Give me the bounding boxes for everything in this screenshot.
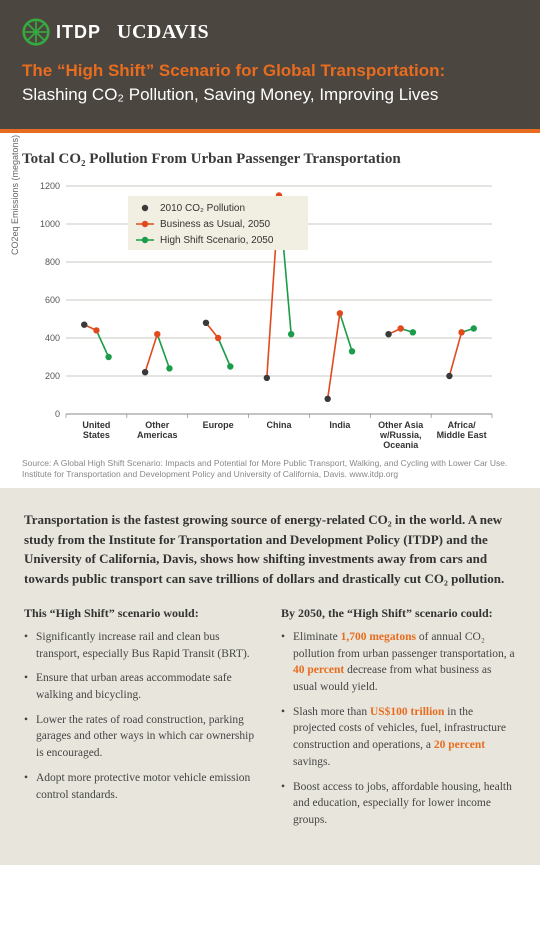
- chart-container: CO2eq Emissions (megatons) 0200400600800…: [22, 180, 518, 450]
- svg-text:2010 CO₂ Pollution: 2010 CO₂ Pollution: [160, 203, 245, 214]
- chart-source: Source: A Global High Shift Scenario: Im…: [22, 458, 518, 480]
- body-section: Transportation is the fastest growing so…: [0, 488, 540, 864]
- svg-text:Business as Usual, 2050: Business as Usual, 2050: [160, 219, 271, 230]
- list-item: Slash more than US$100 trillion in the p…: [281, 704, 516, 771]
- svg-text:200: 200: [45, 371, 60, 381]
- left-heading: This “High Shift” scenario would:: [24, 606, 259, 621]
- logo-row: ITDP UCDAVIS: [22, 18, 518, 46]
- list-item: Lower the rates of road construction, pa…: [24, 712, 259, 762]
- svg-text:600: 600: [45, 295, 60, 305]
- list-item: Eliminate 1,700 megatons of annual CO₂ p…: [281, 629, 516, 696]
- left-list: Significantly increase rail and clean bu…: [24, 629, 259, 803]
- svg-text:1000: 1000: [40, 219, 60, 229]
- left-column: This “High Shift” scenario would: Signif…: [24, 606, 259, 836]
- header-title: The “High Shift” Scenario for Global Tra…: [22, 60, 518, 82]
- list-item: Significantly increase rail and clean bu…: [24, 629, 259, 662]
- svg-text:Other Asia: Other Asia: [378, 420, 424, 430]
- svg-text:India: India: [329, 420, 351, 430]
- svg-text:Oceania: Oceania: [383, 440, 419, 450]
- svg-text:United: United: [82, 420, 110, 430]
- svg-text:0: 0: [55, 409, 60, 419]
- list-item: Boost access to jobs, affordable housing…: [281, 779, 516, 829]
- svg-text:800: 800: [45, 257, 60, 267]
- itdp-logo: ITDP: [22, 18, 101, 46]
- pollution-chart: 0 200 400 600 800 1000 1200 UnitedStates OtherAm…: [22, 180, 502, 450]
- right-list: Eliminate 1,700 megatons of annual CO₂ p…: [281, 629, 516, 828]
- svg-text:1200: 1200: [40, 181, 60, 191]
- svg-text:400: 400: [45, 333, 60, 343]
- columns: This “High Shift” scenario would: Signif…: [24, 606, 516, 836]
- intro-paragraph: Transportation is the fastest growing so…: [24, 510, 516, 588]
- y-axis-label: CO2eq Emissions (megatons): [10, 135, 20, 255]
- svg-text:China: China: [266, 420, 292, 430]
- itdp-text: ITDP: [56, 22, 101, 43]
- chart-title: Total CO₂ Pollution From Urban Passenger…: [22, 151, 518, 168]
- svg-text:Americas: Americas: [137, 430, 178, 440]
- ucdavis-logo: UCDAVIS: [117, 21, 209, 44]
- itdp-wheel-icon: [22, 18, 50, 46]
- chart-section: Total CO₂ Pollution From Urban Passenger…: [0, 133, 540, 488]
- svg-text:w/Russia,: w/Russia,: [379, 430, 422, 440]
- list-item: Adopt more protective motor vehicle emis…: [24, 770, 259, 803]
- right-heading: By 2050, the “High Shift” scenario could…: [281, 606, 516, 621]
- svg-text:High Shift Scenario, 2050: High Shift Scenario, 2050: [160, 235, 274, 246]
- svg-text:Africa/: Africa/: [448, 420, 477, 430]
- svg-text:Europe: Europe: [203, 420, 234, 430]
- svg-text:States: States: [83, 430, 110, 440]
- svg-text:Other: Other: [145, 420, 170, 430]
- right-column: By 2050, the “High Shift” scenario could…: [281, 606, 516, 836]
- list-item: Ensure that urban areas accommodate safe…: [24, 670, 259, 703]
- header-subtitle: Slashing CO₂ Pollution, Saving Money, Im…: [22, 84, 518, 107]
- header-bar: ITDP UCDAVIS The “High Shift” Scenario f…: [0, 0, 540, 129]
- svg-text:Middle East: Middle East: [437, 430, 487, 440]
